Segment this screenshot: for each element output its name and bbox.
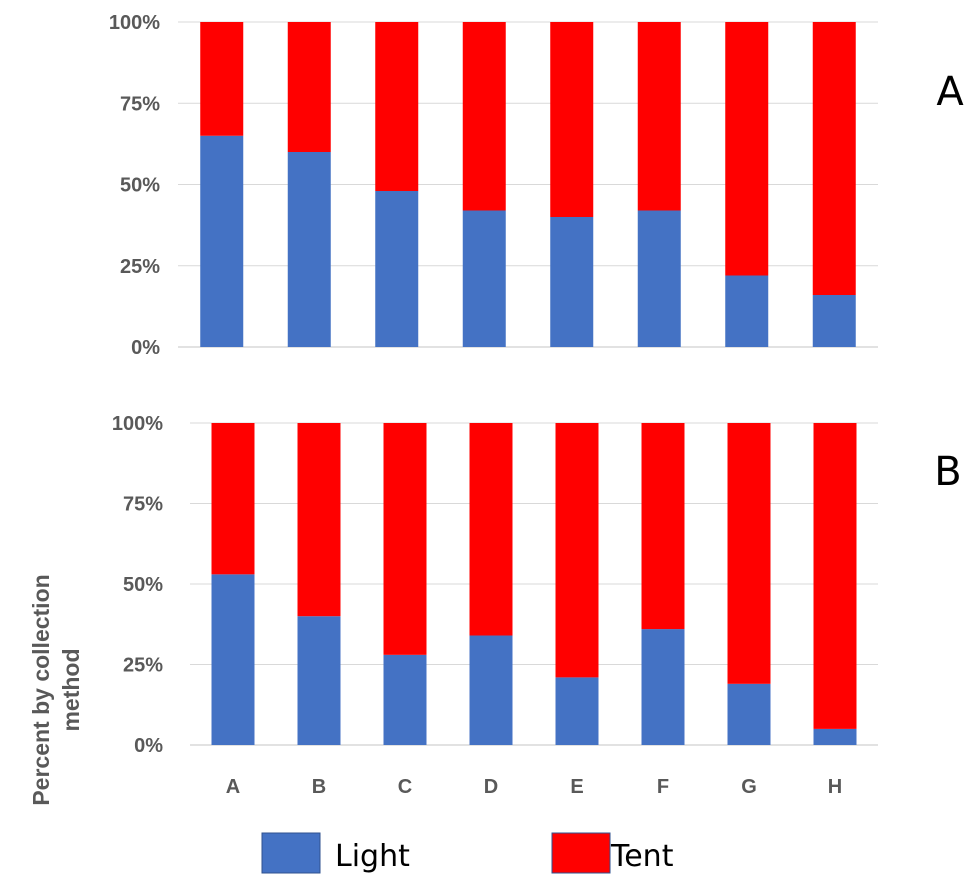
b-bar-light-g [727,683,771,745]
a-y-tick-label: 75% [120,93,160,115]
a-bar-tent-e [550,22,594,217]
b-bar-tent-a [211,423,255,575]
legend-label-light: Light [335,839,410,874]
b-bar-tent-b [297,423,341,617]
b-bar-light-a [211,574,255,745]
a-bar-light-e [550,217,594,347]
b-bar-light-e [555,677,599,745]
b-bar-light-b [297,616,341,745]
b-bar-tent-g [727,423,771,684]
panel-label-b: B [934,449,961,495]
panel-label-a: A [936,69,964,115]
legend: Light Tent [261,832,674,874]
b-x-tick-label: G [741,776,757,798]
b-y-tick-label: 0% [134,735,163,757]
b-bar-tent-h [813,423,857,729]
a-bar-light-d [462,210,506,347]
a-y-tick-label: 100% [109,12,160,34]
b-y-tick-label: 50% [123,574,163,596]
b-y-tick-label: 75% [123,494,163,516]
b-x-tick-label: H [828,776,842,798]
b-bar-tent-e [555,423,599,678]
a-bar-light-f [637,210,681,347]
a-bar-tent-h [812,22,856,295]
b-bar-light-h [813,728,857,745]
a-bar-light-c [375,191,419,347]
a-bar-tent-d [462,22,506,211]
b-y-tick-label: 100% [112,413,163,435]
b-x-tick-label: C [398,776,412,798]
a-y-tick-label: 0% [131,337,160,359]
a-bar-tent-a [200,22,244,136]
a-bar-light-a [200,135,244,347]
b-bar-tent-d [469,423,513,636]
legend-swatch-light [261,832,321,874]
a-bar-tent-b [287,22,331,152]
chart-panel-b: 0% 25% 50% 75% 100% A B C D E F G H B [112,413,962,798]
y-axis-title: Percent by collection method [28,574,84,805]
b-x-tick-label: F [657,776,669,798]
b-bar-tent-f [641,423,685,630]
legend-swatch-tent [551,832,611,874]
a-bar-light-h [812,295,856,347]
b-x-tick-label: E [570,776,583,798]
b-bar-light-f [641,629,685,745]
b-bar-light-c [383,654,427,745]
b-x-tick-label: D [484,776,498,798]
a-bar-light-b [287,152,331,347]
legend-label-tent: Tent [610,839,674,874]
b-y-tick-label: 25% [123,655,163,677]
b-bar-light-d [469,635,513,745]
b-bar-tent-c [383,423,427,655]
a-bar-tent-f [637,22,681,211]
a-y-tick-label: 50% [120,175,160,197]
b-x-tick-label: A [226,776,240,798]
b-x-tick-label: B [312,776,326,798]
a-bar-tent-g [725,22,769,276]
chart-panel-a: 0% 25% 50% 75% 100% A [109,12,964,359]
a-y-tick-label: 25% [120,256,160,278]
a-bar-light-g [725,275,769,347]
a-bar-tent-c [375,22,419,191]
